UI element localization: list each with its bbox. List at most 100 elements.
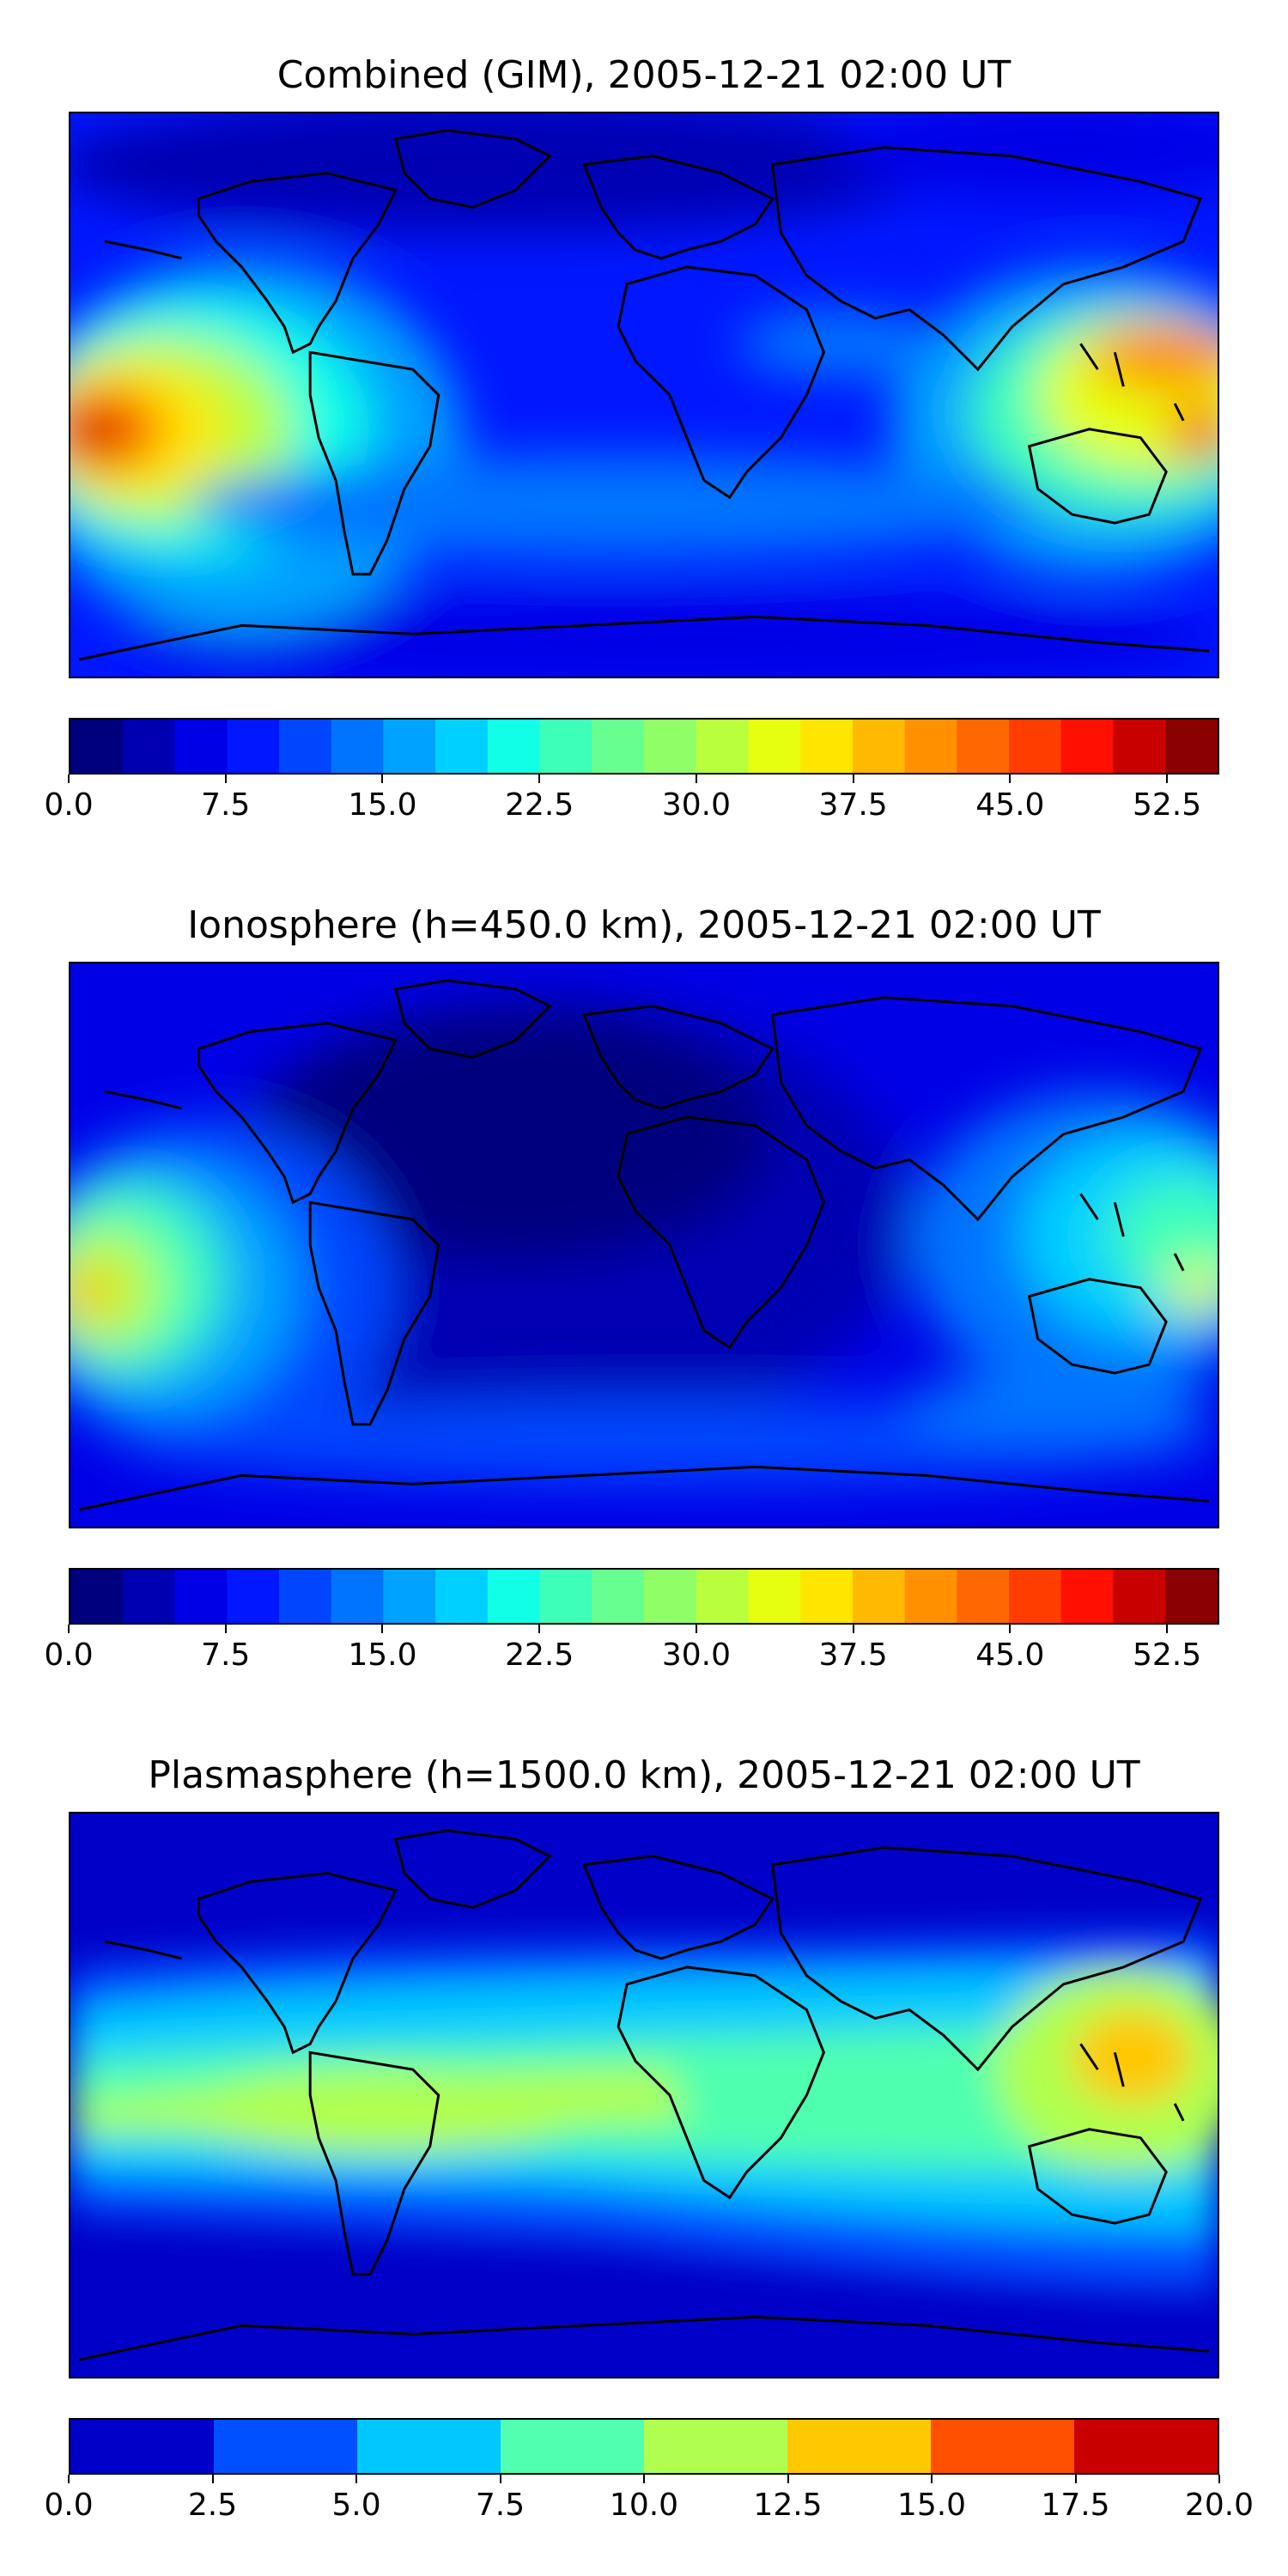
colorbar-swatch (852, 720, 906, 773)
colorbar-swatch (592, 720, 645, 773)
coastlines (78, 979, 1210, 1511)
colorbar-tick-mark (211, 2475, 214, 2483)
colorbar-tick-label: 30.0 (661, 787, 731, 823)
colorbar-ionosphere-ticks: 0.0 7.5 15.0 22.5 30.0 37.5 45.0 52.5 (44, 1625, 1219, 1676)
colorbar-tick-mark (381, 775, 384, 783)
colorbar-swatch (748, 720, 801, 773)
colorbar-swatch (278, 1570, 332, 1623)
map-ionosphere (69, 962, 1219, 1528)
colorbar-tick-label: 15.0 (896, 2488, 967, 2523)
colorbar-tick-label: 45.0 (975, 1637, 1045, 1673)
colorbar-tick-label: 45.0 (975, 787, 1045, 823)
colorbar-swatch (1165, 720, 1218, 773)
colorbar-swatch (800, 1570, 854, 1623)
colorbar-swatch (383, 1570, 436, 1623)
colorbar-swatch (357, 2420, 501, 2473)
colorbar-combined-ticks: 0.0 7.5 15.0 22.5 30.0 37.5 45.0 52.5 (44, 775, 1219, 826)
colorbar-tick-mark (695, 775, 697, 783)
colorbar-tick-mark (931, 2475, 933, 2483)
colorbar-tick-mark (1218, 2475, 1220, 2483)
colorbar-swatch (931, 2420, 1075, 2473)
colorbar-swatch (331, 720, 384, 773)
colorbar-tick-label: 0.0 (44, 1637, 94, 1673)
colorbar-ionosphere-swatches (70, 1570, 1218, 1623)
colorbar-swatch (1060, 1570, 1115, 1623)
colorbar-plasmasphere (69, 2418, 1219, 2475)
tec-field-plasmasphere (70, 1814, 1218, 2377)
colorbar-swatch (748, 1570, 801, 1623)
colorbar-tick-mark (355, 2475, 357, 2483)
colorbar-swatch (592, 1570, 645, 1623)
coastlines (78, 1829, 1210, 2361)
colorbar-swatch (174, 720, 228, 773)
colorbar-tick-mark (787, 2475, 789, 2483)
colorbar-tick-label: 22.5 (505, 1637, 574, 1673)
colorbar-tick-label: 7.5 (475, 2488, 526, 2523)
panel-title-combined: Combined (GIM), 2005-12-21 02:00 UT (276, 53, 1012, 97)
colorbar-plasmasphere-ticks: 0.0 2.5 5.0 7.5 10.0 12.5 15.0 17.5 20.0 (44, 2475, 1254, 2526)
colorbar-tick-label: 10.0 (609, 2488, 679, 2523)
colorbar-swatch (904, 720, 957, 773)
colorbar-swatch (1113, 720, 1166, 773)
colorbar-tick-label: 7.5 (201, 787, 251, 823)
colorbar-tick-mark (1074, 2475, 1077, 2483)
colorbar-tick-mark (695, 1625, 697, 1633)
map-plasmasphere (69, 1812, 1219, 2379)
colorbar-tick-label: 15.0 (348, 787, 417, 823)
colorbar-tick-label: 12.5 (753, 2488, 823, 2523)
colorbar-plasmasphere-swatches (70, 2420, 1218, 2473)
colorbar-tick-mark (224, 1625, 227, 1633)
colorbar-tick-label: 2.5 (187, 2488, 238, 2523)
colorbar-swatch (278, 720, 332, 773)
colorbar-swatch (70, 720, 124, 773)
colorbar-tick-label: 15.0 (348, 1637, 417, 1673)
colorbar-swatch (122, 1570, 176, 1623)
colorbar-tick-label: 17.5 (1041, 2488, 1110, 2523)
colorbar-tick-mark (1009, 1625, 1012, 1633)
tec-field-ionosphere (70, 963, 1218, 1527)
colorbar-swatch (487, 1570, 541, 1623)
colorbar-tick-mark (643, 2475, 645, 2483)
colorbar-swatch (696, 1570, 750, 1623)
colorbar-tick-mark (68, 1625, 70, 1633)
colorbar-swatch (501, 2420, 645, 2473)
colorbar-swatch (70, 2420, 215, 2473)
colorbar-swatch (1009, 720, 1062, 773)
colorbar-swatch (1165, 1570, 1218, 1623)
colorbar-swatch (174, 1570, 228, 1623)
colorbar-swatch (1009, 1570, 1062, 1623)
colorbar-combined (69, 718, 1219, 775)
colorbar-tick-label: 22.5 (505, 787, 574, 823)
colorbar-swatch (487, 720, 541, 773)
colorbar-tick-mark (1166, 1625, 1169, 1633)
colorbar-combined-swatches (70, 720, 1218, 773)
colorbar-tick-label: 0.0 (44, 2488, 94, 2523)
colorbar-swatch (1113, 1570, 1166, 1623)
colorbar-tick-label: 20.0 (1184, 2488, 1255, 2523)
tec-field-combined (70, 113, 1218, 677)
colorbar-swatch (331, 1570, 384, 1623)
coastlines (78, 129, 1210, 661)
colorbar-tick-mark (499, 2475, 501, 2483)
colorbar-tick-label: 37.5 (818, 1637, 888, 1673)
colorbar-tick-label: 52.5 (1133, 787, 1202, 823)
colorbar-tick-label: 37.5 (818, 787, 888, 823)
colorbar-tick-mark (538, 1625, 541, 1633)
colorbar-swatch (696, 720, 750, 773)
colorbar-tick-mark (1009, 775, 1012, 783)
panel-title-plasmasphere: Plasmasphere (h=1500.0 km), 2005-12-21 0… (148, 1753, 1140, 1797)
colorbar-tick-mark (381, 1625, 384, 1633)
colorbar-swatch (227, 720, 280, 773)
colorbar-tick-mark (538, 775, 541, 783)
colorbar-swatch (539, 1570, 592, 1623)
colorbar-tick-mark (68, 2475, 70, 2483)
colorbar-swatch (957, 720, 1010, 773)
colorbar-swatch (1074, 2420, 1218, 2473)
colorbar-swatch (383, 720, 436, 773)
colorbar-swatch (539, 720, 592, 773)
panel-title-ionosphere: Ionosphere (h=450.0 km), 2005-12-21 02:0… (187, 903, 1101, 947)
colorbar-tick-mark (852, 1625, 854, 1633)
colorbar-tick-label: 5.0 (331, 2488, 381, 2523)
colorbar-swatch (904, 1570, 957, 1623)
map-combined-gim (69, 112, 1219, 678)
